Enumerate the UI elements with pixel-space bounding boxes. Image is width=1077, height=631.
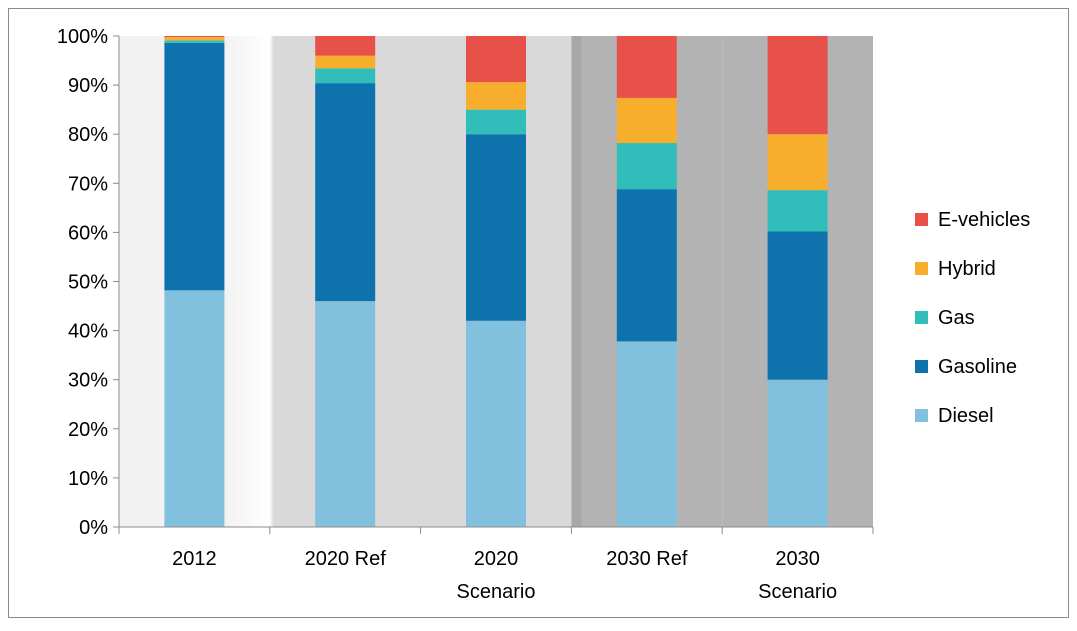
x-tick-label: 2030 Ref [606, 548, 688, 570]
bar-segment [466, 82, 526, 110]
y-tick-label: 50% [68, 272, 108, 294]
x-tick-label: 2020 Ref [305, 548, 387, 570]
legend-swatch [915, 311, 928, 324]
x-tick-label: 2020 [474, 548, 519, 570]
bar-segment [164, 42, 225, 291]
bar-segment [767, 231, 828, 380]
bar-segment [315, 83, 376, 302]
bar-segment [315, 301, 376, 527]
y-tick-label: 80% [68, 124, 108, 146]
y-tick-label: 20% [68, 419, 108, 441]
bar-segment [315, 68, 376, 84]
legend-label: Gasoline [938, 356, 1017, 378]
y-tick-label: 10% [68, 468, 108, 490]
y-tick-label: 40% [68, 321, 108, 343]
legend-label: E-vehicles [938, 209, 1030, 231]
bar-segment [164, 36, 225, 41]
bar-segment [767, 36, 828, 135]
x-tick-label: 2030 [775, 548, 820, 570]
legend-swatch [915, 360, 928, 373]
x-tick-label: 2012 [172, 548, 217, 570]
bar-segment [164, 40, 225, 43]
bar-segment [466, 36, 526, 83]
band-shadow [571, 36, 582, 527]
bar-segment [164, 290, 225, 527]
band-highlight [223, 36, 270, 527]
y-tick-label: 60% [68, 222, 108, 244]
bar-segment [616, 189, 677, 342]
x-tick-label: Scenario [457, 581, 536, 603]
bar-segment [315, 55, 376, 69]
y-tick-label: 30% [68, 370, 108, 392]
y-tick-label: 100% [57, 26, 108, 48]
legend-swatch [915, 213, 928, 226]
band-highlight [269, 36, 274, 527]
bar-segment [767, 134, 828, 191]
y-tick-label: 0% [79, 517, 108, 539]
legend-swatch [915, 262, 928, 275]
bar-segment [616, 36, 677, 98]
bar-segment [767, 190, 828, 232]
legend-label: Hybrid [938, 258, 996, 280]
bar-segment [616, 143, 677, 190]
bar-segment [616, 97, 677, 144]
bar-segment [767, 379, 828, 527]
y-tick-label: 90% [68, 75, 108, 97]
bar-segment [616, 341, 677, 527]
legend-label: Diesel [938, 405, 994, 427]
bar-segment [164, 36, 225, 37]
bar-segment [466, 320, 526, 527]
x-tick-label: Scenario [758, 581, 837, 603]
bar-segment [466, 134, 526, 321]
bar-segment [315, 36, 376, 56]
legend-swatch [915, 409, 928, 422]
legend-label: Gas [938, 307, 975, 329]
y-tick-label: 70% [68, 173, 108, 195]
bar-segment [466, 109, 526, 135]
